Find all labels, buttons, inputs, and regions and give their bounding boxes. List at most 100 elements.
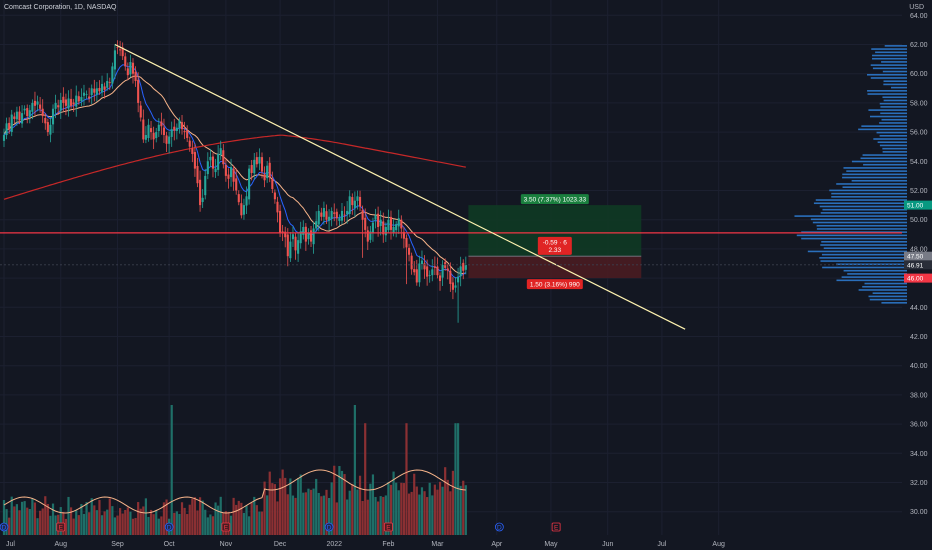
volume-bar	[178, 513, 181, 535]
candle-body	[39, 104, 42, 109]
volume-bar	[75, 510, 78, 535]
time-tick-label: Jul	[6, 541, 15, 548]
volume-profile-bar	[846, 170, 907, 172]
mid-label-line-2: 2.33	[549, 247, 562, 254]
dividend-marker[interactable]	[324, 522, 334, 532]
volume-bar	[299, 474, 302, 535]
candle-body	[297, 240, 300, 254]
volume-bar	[149, 509, 153, 535]
candle-body	[106, 81, 109, 88]
volume-profile-bar	[877, 141, 907, 144]
volume-bar	[142, 506, 145, 535]
sma-200-line	[3, 134, 466, 200]
candle-body	[82, 92, 86, 96]
volume-bar	[201, 500, 204, 535]
volume-profile-bar	[858, 289, 907, 291]
price-tick-label: 38.00	[910, 392, 928, 399]
candle-body	[413, 269, 416, 273]
earnings-marker[interactable]	[56, 522, 66, 532]
volume-profile-bar	[831, 192, 907, 195]
volume-bar	[369, 483, 372, 535]
earnings-marker[interactable]	[384, 522, 393, 532]
candle-body	[113, 50, 116, 70]
volume-bar	[395, 482, 398, 535]
volume-bar	[377, 501, 380, 535]
candle-body	[111, 66, 114, 84]
volume-bar	[297, 477, 300, 535]
volume-bar	[157, 518, 160, 535]
volume-bar	[405, 423, 408, 535]
volume-bar	[193, 497, 197, 535]
earnings-marker[interactable]	[551, 522, 561, 532]
volume-profile-bar	[882, 147, 907, 150]
volume-profile-bar	[821, 253, 907, 256]
volume-bar	[346, 499, 349, 535]
volume-bar	[175, 511, 178, 535]
candle-body	[28, 110, 31, 117]
price-tag-bg	[904, 200, 932, 210]
candle-body	[144, 135, 147, 140]
time-axis[interactable]: Jul Aug Sep Oct Nov Dec 2022 Feb Mar Apr May Jun Jul…	[6, 541, 725, 548]
drawings[interactable]	[0, 43, 902, 330]
price-tick-label: 40.00	[910, 363, 928, 370]
candle-body	[408, 247, 411, 255]
candle-body	[67, 98, 70, 109]
position-zones[interactable]: 3.50 (7.37%) 1023.33 1.50 (3.16%) 990 -0.5…	[468, 194, 642, 290]
trend-line[interactable]	[114, 43, 686, 330]
candle-body	[426, 266, 429, 277]
earnings-marker[interactable]	[221, 522, 231, 532]
volume-bar	[64, 518, 68, 535]
volume-profile-bar	[822, 266, 907, 269]
interval[interactable]: 1D	[74, 4, 83, 11]
volume-bar	[379, 496, 382, 535]
volume-bar	[139, 508, 142, 535]
candle-body	[340, 210, 344, 221]
stop-zone[interactable]	[468, 256, 642, 279]
candle-body	[260, 157, 264, 172]
mid-label-line-1: -0.59 · 6	[543, 239, 568, 246]
volume-bar	[371, 474, 375, 535]
candle-body	[330, 210, 333, 219]
volume-bar	[217, 505, 220, 535]
volume-bar	[204, 509, 207, 535]
volume-profile-bar	[883, 80, 907, 82]
candle-body	[134, 71, 137, 81]
time-tick-label: Jul	[657, 541, 666, 548]
volume-profile-bar	[882, 151, 907, 153]
volume-profile-bar	[861, 125, 907, 127]
volume-profile-bar	[796, 234, 907, 237]
volume-bar	[255, 505, 258, 535]
volume-bar	[41, 508, 44, 535]
candle-body	[175, 127, 178, 131]
volume-profile-bar	[801, 231, 907, 233]
volume-profile-bar	[813, 202, 907, 205]
event-markers[interactable]: D D D DE E E E	[0, 522, 561, 532]
volume-bar	[82, 513, 86, 535]
symbol-name[interactable]: Comcast Corporation	[4, 4, 71, 11]
candle-body	[93, 88, 96, 93]
volume-bar	[5, 509, 8, 535]
candle-body	[10, 114, 13, 132]
candle-body	[80, 97, 83, 102]
currency-label[interactable]: USD	[909, 4, 924, 11]
dividend-marker[interactable]	[0, 522, 9, 532]
volume-bar	[85, 502, 88, 535]
volume-bar	[333, 465, 336, 535]
candle-body	[23, 108, 26, 111]
volume-profile-bar	[851, 160, 907, 163]
candle-body	[206, 161, 209, 175]
volume-profile-bar	[881, 118, 907, 121]
dividend-marker[interactable]	[494, 522, 504, 532]
dividend-marker[interactable]	[164, 522, 174, 532]
candle-body	[418, 263, 421, 283]
candle-body	[405, 237, 408, 248]
candle-body	[155, 132, 158, 139]
volume-profile-bar	[842, 186, 907, 188]
volume-bar	[134, 517, 137, 535]
candle-body	[374, 215, 377, 220]
candle-body	[131, 62, 135, 74]
time-tick-label: Feb	[382, 541, 394, 548]
dividend-marker-label: D	[327, 524, 332, 531]
